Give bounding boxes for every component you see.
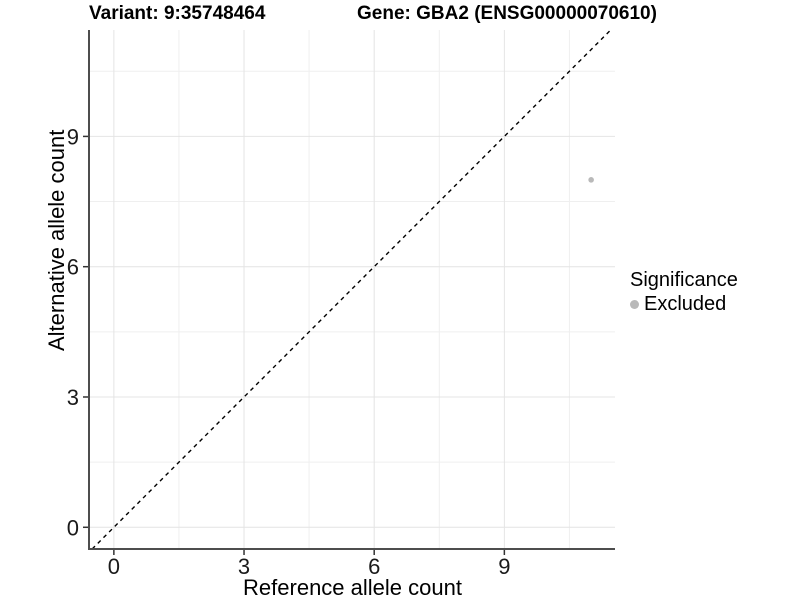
y-tick-label: 0 (67, 515, 79, 540)
x-tick-label: 6 (368, 554, 380, 579)
y-tick-label: 3 (67, 385, 79, 410)
data-point (588, 177, 594, 183)
x-tick-label: 9 (498, 554, 510, 579)
legend-item-label: Excluded (644, 293, 727, 315)
plot-title-gene: Gene: GBA2 (ENSG00000070610) (357, 3, 657, 24)
legend: Significance Excluded (630, 269, 738, 315)
x-axis-title: Reference allele count (243, 575, 462, 600)
legend-point-icon (630, 299, 639, 309)
legend-title: Significance (630, 269, 738, 291)
identity-dashed-line (91, 29, 612, 550)
plot-title-variant: Variant: 9:35748464 (89, 3, 266, 24)
y-tick-label: 6 (67, 255, 79, 280)
x-tick-label: 3 (238, 554, 250, 579)
y-tick-label: 9 (67, 124, 79, 149)
x-tick-label: 0 (108, 554, 120, 579)
legend-item-excluded: Excluded (630, 293, 738, 315)
